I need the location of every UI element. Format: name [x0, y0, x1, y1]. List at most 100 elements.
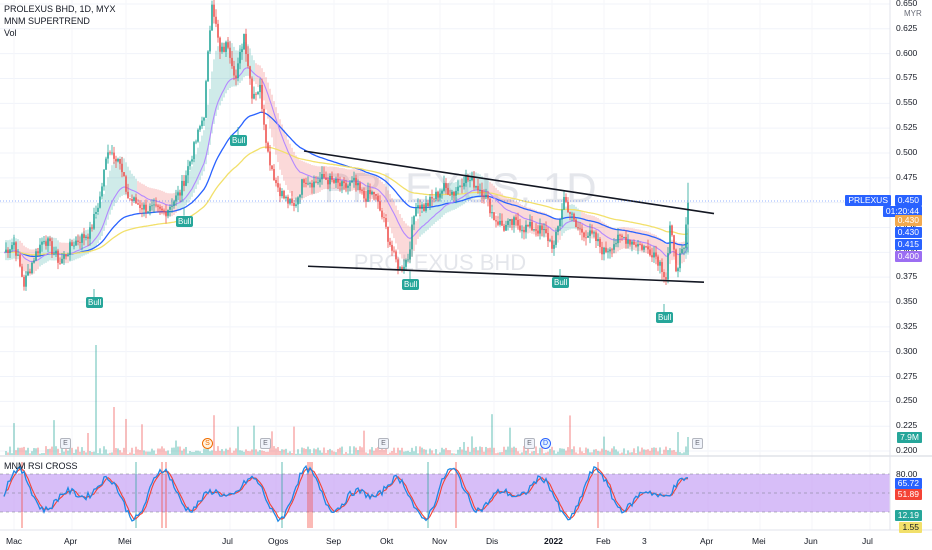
cloud-bar — [113, 161, 115, 207]
volume-bar — [207, 447, 209, 455]
cloud-bar — [139, 182, 141, 204]
symbol-legend[interactable]: PROLEXUS BHD, 1D, MYX — [4, 4, 116, 15]
cloud-bar — [205, 119, 207, 165]
price-tick: 0.525 — [896, 122, 918, 133]
candle-body — [565, 197, 567, 202]
cloud-bar — [225, 40, 227, 94]
candle-body — [629, 239, 631, 245]
rsi-panel-title[interactable]: MNM RSI CROSS — [4, 461, 78, 471]
cloud-bar — [407, 225, 409, 264]
cloud-bar — [183, 183, 185, 208]
cloud-bar — [73, 238, 75, 261]
volume-bar — [105, 449, 107, 455]
candle-body — [109, 152, 111, 154]
cloud-bar — [577, 208, 579, 230]
volume-bar — [123, 447, 125, 455]
price-tick: 0.375 — [896, 271, 918, 282]
volume-bar — [53, 420, 55, 455]
cloud-bar — [433, 195, 435, 225]
earnings-event-marker[interactable]: E — [260, 438, 271, 449]
volume-bar — [413, 451, 415, 455]
volume-bar — [371, 447, 373, 455]
candle-body — [195, 141, 197, 143]
volume-bar — [101, 453, 103, 455]
volume-bar — [653, 447, 655, 455]
candle-body — [525, 224, 527, 232]
earnings-event-marker[interactable]: E — [524, 438, 535, 449]
cloud-bar — [607, 225, 609, 253]
indicator-supertrend-legend[interactable]: MNM SUPERTREND — [4, 16, 90, 26]
volume-bar — [259, 450, 261, 455]
candle-body — [429, 196, 431, 206]
cloud-bar — [219, 45, 221, 106]
candle-body — [361, 190, 363, 191]
candle-body — [5, 249, 7, 253]
earnings-event-marker[interactable]: E — [692, 438, 703, 449]
cloud-bar — [267, 82, 269, 119]
volume-bar — [637, 446, 639, 455]
cloud-bar — [257, 64, 259, 87]
cloud-bar — [127, 166, 129, 197]
volume-bar — [141, 424, 143, 455]
candle-body — [505, 224, 507, 231]
candle-body — [371, 191, 373, 195]
cloud-bar — [579, 210, 581, 231]
volume-bar — [77, 446, 79, 455]
candle-body — [83, 234, 85, 238]
volume-bar — [445, 447, 447, 455]
cloud-bar — [71, 239, 73, 261]
candle-body — [539, 225, 541, 234]
volume-bar — [173, 447, 175, 455]
volume-bar — [265, 451, 267, 455]
earnings-event-marker[interactable]: E — [60, 438, 71, 449]
volume-bar — [501, 452, 503, 455]
countdown-tag: 01:20:44 — [882, 206, 922, 217]
candle-body — [293, 203, 295, 206]
candle-body — [119, 159, 121, 164]
volume-bar — [289, 451, 291, 455]
candle-body — [11, 245, 13, 250]
candle-body — [491, 212, 493, 214]
candle-body — [685, 224, 687, 249]
volume-bar — [571, 449, 573, 455]
earnings-event-marker[interactable]: E — [378, 438, 389, 449]
cloud-bar — [241, 46, 243, 81]
trendlines[interactable] — [303, 150, 715, 283]
symbol-title[interactable]: PROLEXUS BHD, 1D, MYX — [4, 4, 116, 14]
volume-bar — [419, 446, 421, 455]
volume-bar — [203, 448, 205, 455]
candle-body — [651, 255, 653, 258]
candle-body — [415, 208, 417, 217]
candle-body — [323, 173, 325, 178]
candle-body — [579, 228, 581, 230]
dividend-event-marker[interactable]: D — [540, 438, 551, 449]
volume-bar — [23, 446, 25, 455]
candle-body — [495, 220, 497, 222]
cloud-bar — [633, 228, 635, 251]
price-tag-ema-blue-2: 0.415 — [894, 239, 922, 250]
split-event-marker[interactable]: S — [202, 438, 213, 449]
volume-bar — [541, 446, 543, 455]
candle-body — [255, 93, 257, 95]
cloud-bar — [135, 178, 137, 200]
cloud-bar — [141, 183, 143, 207]
volume-bar — [65, 449, 67, 455]
cloud-bar — [525, 206, 527, 234]
volume-bar — [669, 448, 671, 455]
volume-bar — [609, 451, 611, 455]
indicator-volume-legend[interactable]: Vol — [4, 28, 17, 38]
svg-text:PRLEXUS, 1D: PRLEXUS, 1D — [323, 164, 596, 211]
candle-body — [461, 185, 463, 187]
candle-body — [401, 267, 403, 271]
volume-bar — [35, 448, 37, 455]
price-tag-ema-purple: 0.400 — [894, 251, 922, 262]
volume-bar — [323, 447, 325, 455]
cloud-bar — [297, 157, 299, 203]
candle-body — [581, 228, 583, 233]
volume-bar — [461, 449, 463, 455]
volume-bar — [567, 447, 569, 455]
candle-body — [189, 161, 191, 167]
volume-bar — [463, 442, 465, 455]
candle-body — [85, 236, 87, 238]
